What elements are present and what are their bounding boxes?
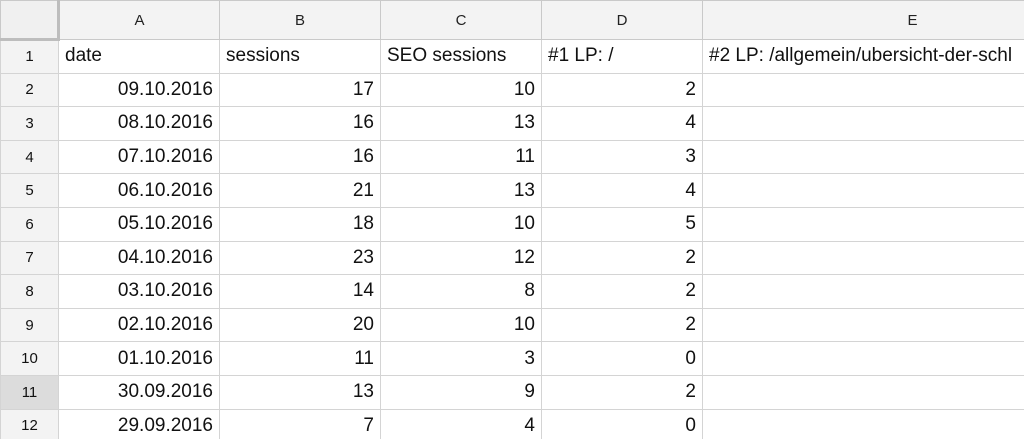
- cell-seo-sessions[interactable]: 10: [380, 307, 542, 343]
- cell-lp1[interactable]: 2: [541, 274, 703, 309]
- cell-lp2[interactable]: 1: [702, 408, 1024, 439]
- cell-lp1[interactable]: 4: [541, 106, 703, 141]
- cell-lp2[interactable]: 0: [702, 274, 1024, 309]
- cell-lp1[interactable]: 4: [541, 173, 703, 208]
- cell-seo-sessions[interactable]: 13: [380, 106, 542, 141]
- select-all-corner[interactable]: [0, 0, 60, 41]
- cell-seo-sessions[interactable]: 12: [380, 240, 542, 276]
- row-header[interactable]: 8: [0, 274, 59, 309]
- cell-date[interactable]: 07.10.2016: [58, 139, 220, 175]
- cell-sessions[interactable]: 17: [219, 72, 381, 108]
- row-header[interactable]: 5: [0, 173, 59, 208]
- cell-lp2[interactable]: 3: [702, 341, 1024, 376]
- cell-date[interactable]: 08.10.2016: [58, 106, 220, 141]
- cell-sessions[interactable]: 14: [219, 274, 381, 309]
- cell-sessions[interactable]: 21: [219, 173, 381, 208]
- cell-sessions[interactable]: 11: [219, 341, 381, 376]
- cell-seo-sessions[interactable]: 8: [380, 274, 542, 309]
- cell-lp1[interactable]: 3: [541, 139, 703, 175]
- cell-lp1[interactable]: 5: [541, 206, 703, 242]
- row-header[interactable]: 3: [0, 106, 59, 141]
- cell-seo-sessions[interactable]: 10: [380, 72, 542, 108]
- table-row: 506.10.2016211347: [0, 173, 1024, 208]
- column-header-d[interactable]: D: [541, 0, 703, 40]
- cell-lp1[interactable]: 0: [541, 408, 703, 439]
- column-header-b[interactable]: B: [219, 0, 381, 40]
- cell-date[interactable]: 06.10.2016: [58, 173, 220, 208]
- cell-lp2[interactable]: 3: [702, 72, 1024, 108]
- cell-date[interactable]: 01.10.2016: [58, 341, 220, 376]
- cell-sessions[interactable]: 16: [219, 139, 381, 175]
- cell-header-lp1[interactable]: #1 LP: /: [541, 39, 703, 74]
- cell-sessions[interactable]: 13: [219, 374, 381, 410]
- cell-lp2[interactable]: 7: [702, 173, 1024, 208]
- cell-seo-sessions[interactable]: 9: [380, 374, 542, 410]
- cell-lp2[interactable]: 2: [702, 307, 1024, 343]
- cell-lp1[interactable]: 0: [541, 341, 703, 376]
- cell-date[interactable]: 29.09.2016: [58, 408, 220, 439]
- cell-lp1[interactable]: 2: [541, 72, 703, 108]
- cell-sessions[interactable]: 20: [219, 307, 381, 343]
- row-header[interactable]: 11: [0, 374, 59, 410]
- cell-lp1[interactable]: 2: [541, 240, 703, 276]
- cell-seo-sessions[interactable]: 3: [380, 341, 542, 376]
- row-header[interactable]: 1: [0, 39, 59, 74]
- table-row: 308.10.2016161340: [0, 106, 1024, 141]
- table-header-row: 1 date sessions SEO sessions #1 LP: / #2…: [0, 39, 1024, 74]
- cell-seo-sessions[interactable]: 4: [380, 408, 542, 439]
- cell-lp1[interactable]: 2: [541, 307, 703, 343]
- cell-date[interactable]: 09.10.2016: [58, 72, 220, 108]
- cell-date[interactable]: 04.10.2016: [58, 240, 220, 276]
- cell-header-date[interactable]: date: [58, 39, 220, 74]
- row-header[interactable]: 4: [0, 139, 59, 175]
- cell-sessions[interactable]: 23: [219, 240, 381, 276]
- table-row: 803.10.201614820: [0, 274, 1024, 309]
- table-row: 902.10.2016201022: [0, 307, 1024, 343]
- cell-lp2[interactable]: 3: [702, 139, 1024, 175]
- cell-seo-sessions[interactable]: 10: [380, 206, 542, 242]
- row-header[interactable]: 12: [0, 408, 59, 439]
- row-header[interactable]: 6: [0, 206, 59, 242]
- cell-lp2[interactable]: 1: [702, 206, 1024, 242]
- cell-header-seo-sessions[interactable]: SEO sessions: [380, 39, 542, 74]
- row-header[interactable]: 10: [0, 341, 59, 376]
- column-header-row: A B C D E: [0, 0, 1024, 41]
- table-row: 407.10.2016161133: [0, 139, 1024, 175]
- cell-seo-sessions[interactable]: 13: [380, 173, 542, 208]
- row-header[interactable]: 9: [0, 307, 59, 343]
- row-header[interactable]: 7: [0, 240, 59, 276]
- cell-sessions[interactable]: 16: [219, 106, 381, 141]
- cell-header-sessions[interactable]: sessions: [219, 39, 381, 74]
- cell-header-lp2[interactable]: #2 LP: /allgemein/ubersicht-der-schl: [702, 39, 1024, 74]
- table-row: 704.10.2016231222: [0, 240, 1024, 276]
- row-header[interactable]: 2: [0, 72, 59, 108]
- cell-date[interactable]: 03.10.2016: [58, 274, 220, 309]
- cell-sessions[interactable]: 7: [219, 408, 381, 439]
- cell-date[interactable]: 05.10.2016: [58, 206, 220, 242]
- table-row: 605.10.2016181051: [0, 206, 1024, 242]
- cell-seo-sessions[interactable]: 11: [380, 139, 542, 175]
- cell-lp2[interactable]: 2: [702, 240, 1024, 276]
- column-header-a[interactable]: A: [58, 0, 220, 40]
- cell-date[interactable]: 30.09.2016: [58, 374, 220, 410]
- cell-date[interactable]: 02.10.2016: [58, 307, 220, 343]
- column-header-e[interactable]: E: [702, 0, 1024, 40]
- cell-lp2[interactable]: 0: [702, 106, 1024, 141]
- column-header-c[interactable]: C: [380, 0, 542, 40]
- cell-sessions[interactable]: 18: [219, 206, 381, 242]
- cell-lp2[interactable]: 0: [702, 374, 1024, 410]
- cell-lp1[interactable]: 2: [541, 374, 703, 410]
